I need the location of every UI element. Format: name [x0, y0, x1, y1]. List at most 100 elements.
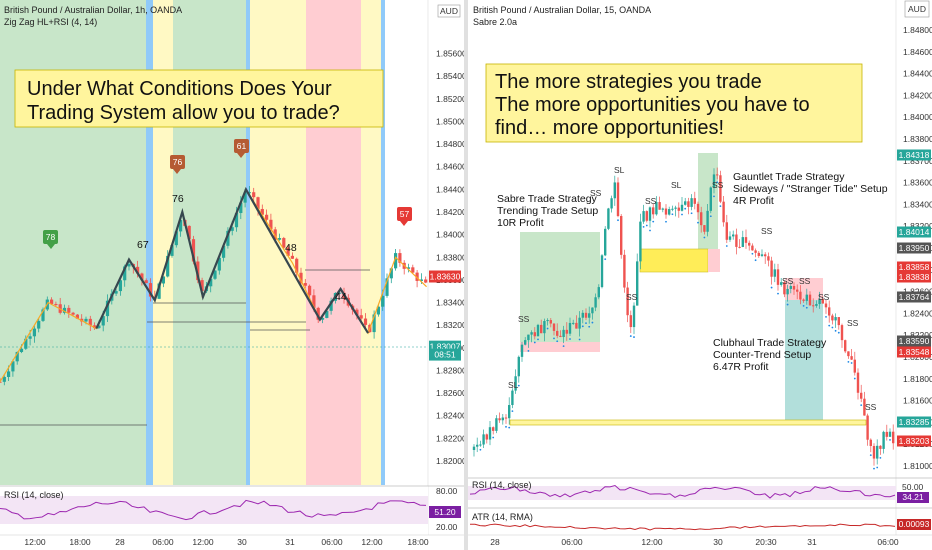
right-candle: [786, 288, 789, 295]
right-candle-dot: [508, 426, 511, 429]
left-price-tag: 08:51: [429, 348, 461, 361]
left-candle: [338, 292, 342, 294]
right-rsi-line: [469, 485, 896, 499]
right-candle: [546, 320, 549, 322]
right-candle: [616, 182, 620, 217]
right-candle: [879, 445, 882, 449]
right-candle: [818, 298, 821, 305]
left-time-tick: 18:00: [69, 537, 91, 547]
right-candle: [728, 236, 732, 240]
right-candle-dot: [716, 181, 719, 184]
left-candle: [265, 214, 269, 220]
right-candle-dot: [671, 213, 674, 216]
left-candle: [127, 263, 131, 267]
right-price-tag-label: 1.83590: [899, 336, 930, 346]
right-candle: [844, 340, 847, 352]
swing-label-44: 44: [335, 291, 347, 303]
right-time-ticks: 28 06:00 12:00 30 20:30 31 06:00: [490, 537, 899, 547]
gauntlet-box: [639, 248, 709, 273]
right-time-tick: 06:00: [561, 537, 583, 547]
right-signal-marker: SL: [614, 165, 625, 175]
right-candle: [530, 332, 533, 335]
right-candle: [892, 431, 895, 444]
right-price-tag: 1.83950: [897, 242, 931, 254]
right-rsi-value-label: 34.21: [902, 492, 924, 502]
right-candle: [741, 237, 744, 247]
right-candle-dot: [511, 410, 514, 413]
left-rsi-label: RSI (14, close): [4, 490, 64, 500]
right-price-tick: 1.83400: [903, 199, 932, 209]
right-candle: [677, 207, 680, 211]
right-price-tag-label: 1.83950: [899, 243, 930, 253]
right-candle: [639, 221, 642, 262]
right-candle-dot: [537, 338, 539, 341]
left-price-tick: 1.82200: [436, 433, 467, 443]
left-time-tick: 31: [285, 537, 295, 547]
support-line-band: [509, 419, 867, 426]
right-candle: [808, 294, 812, 306]
left-candle: [226, 230, 230, 246]
right-candle-dot: [850, 362, 853, 364]
left-chart: 76 67 48 44 78 76 61 57 Under What Condi…: [0, 0, 467, 547]
right-candle: [668, 209, 671, 215]
left-candle: [290, 255, 294, 259]
left-time-tick: 12:00: [361, 537, 383, 547]
right-chart-title: British Pound / Australian Dollar, 15, O…: [473, 5, 651, 15]
left-candles: [0, 186, 432, 386]
right-price-tag-label: 1.83858: [899, 262, 930, 272]
right-candle: [748, 242, 751, 246]
left-candle: [286, 247, 290, 256]
left-candle: [312, 295, 316, 308]
right-candle-dot: [825, 316, 827, 318]
right-candle: [709, 187, 712, 211]
right-candle: [620, 216, 623, 255]
right-candle: [658, 202, 661, 210]
right-candle: [696, 203, 700, 213]
rsi-marker-57-label: 57: [400, 209, 410, 219]
right-caption-line-2: The more opportunities you have to: [495, 94, 810, 116]
right-candle-dot: [479, 448, 482, 451]
right-price-tag-label: 1.83548: [899, 347, 930, 357]
right-candle: [840, 325, 844, 341]
left-candle: [239, 202, 243, 214]
left-candle: [118, 280, 122, 292]
left-candle: [54, 303, 58, 305]
left-candle: [62, 307, 67, 313]
left-candle: [200, 280, 204, 292]
right-candle: [540, 324, 543, 334]
right-candle-dot: [588, 325, 591, 328]
left-candle: [123, 266, 127, 281]
right-candle: [872, 446, 876, 459]
right-candle: [495, 418, 498, 431]
right-candle: [600, 255, 604, 288]
left-time-tick: 12:00: [192, 537, 214, 547]
right-candle-dot: [828, 324, 831, 327]
right-candle: [527, 334, 530, 341]
left-candle: [376, 306, 380, 315]
right-candle: [866, 415, 869, 440]
right-candle-dot: [546, 327, 549, 330]
right-chart: SL SS SS SL SS SS SL SS SS SS SS SS SS SS Sabre Trade…: [468, 0, 932, 550]
right-candle: [664, 208, 668, 215]
clubhaul-risk-zone: [785, 278, 823, 300]
left-price-tick: 1.83200: [436, 320, 467, 330]
right-price-tick: 1.84400: [903, 69, 932, 79]
left-price-ticks: 1.85600 1.85400 1.85200 1.85000 1.84800 1.846…: [436, 49, 467, 466]
left-rsi-tick-20: 20.00: [436, 522, 458, 532]
right-candle: [655, 202, 658, 215]
left-candle: [15, 352, 19, 362]
right-price-tag-label: 1.83203: [899, 436, 930, 446]
left-candle: [136, 266, 140, 274]
left-candle: [179, 219, 183, 232]
right-signal-marker: SS: [626, 292, 638, 302]
left-candle: [329, 300, 333, 311]
right-candle: [552, 323, 556, 331]
left-currency-box: AUD: [437, 4, 461, 18]
right-candle: [812, 305, 815, 307]
right-candle-dot: [770, 286, 773, 289]
right-candle: [687, 201, 690, 207]
right-candle-dot: [831, 326, 834, 329]
right-candle-dot: [709, 215, 712, 218]
right-time-tick: 06:00: [877, 537, 899, 547]
